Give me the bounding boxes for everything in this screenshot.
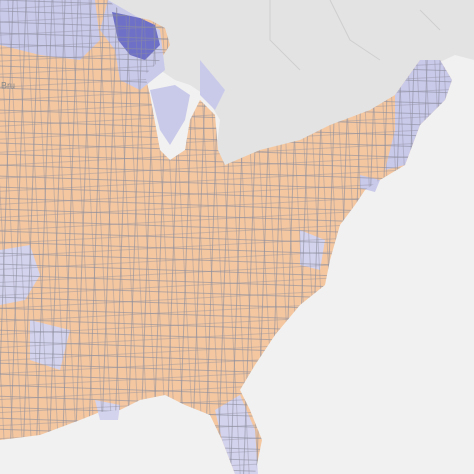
province-borders <box>269 0 441 71</box>
place-label: Bru <box>1 80 15 90</box>
canada <box>95 0 474 170</box>
